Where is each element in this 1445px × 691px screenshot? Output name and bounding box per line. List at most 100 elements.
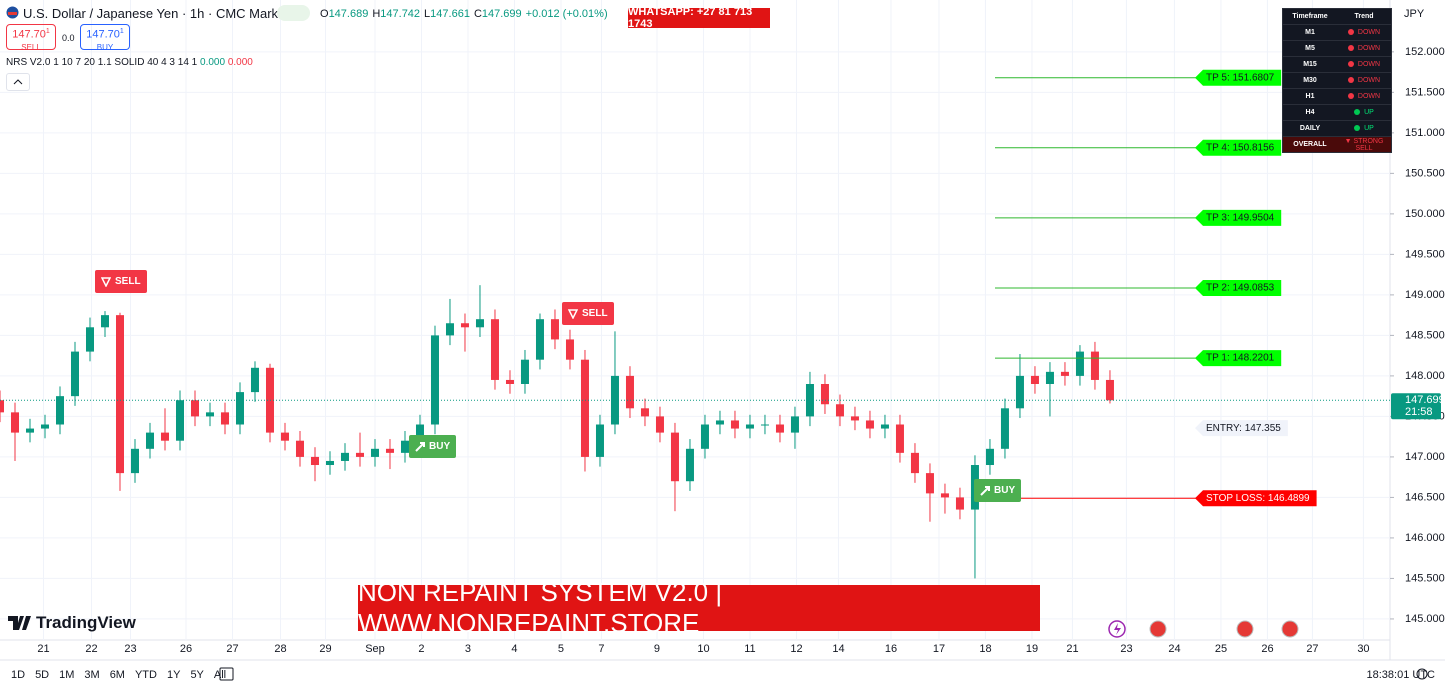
candle-body — [25, 428, 34, 433]
event-flag[interactable] — [1236, 620, 1254, 638]
trend-status-cell: UP — [1337, 109, 1391, 116]
last-price-label: 147.699 — [1405, 394, 1445, 406]
x-tick-label: 2 — [418, 643, 424, 655]
buy-button[interactable]: 147.701 BUY — [80, 24, 130, 52]
level-tag — [1195, 350, 1282, 367]
trend-status: DOWN — [1357, 77, 1381, 84]
range-button[interactable]: 3M — [84, 669, 100, 681]
x-tick-label: 10 — [697, 643, 709, 655]
trend-timeframe: H4 — [1305, 109, 1315, 116]
candle-body — [0, 400, 4, 413]
candle-body — [430, 335, 439, 425]
y-tick-label: 151.000 — [1405, 127, 1445, 139]
range-toolbar: 1D 5D 1M 3M 6M YTD 1Y 5Y All — [11, 669, 236, 681]
candle-body — [160, 432, 169, 441]
trend-timeframe: H1 — [1305, 93, 1315, 100]
trend-status-cell: DOWN — [1337, 77, 1391, 84]
trend-timeframe: M1 — [1305, 29, 1315, 36]
trend-dot — [1347, 77, 1354, 84]
currency[interactable]: JPY — [1404, 8, 1425, 20]
event-icon[interactable] — [1108, 620, 1126, 638]
signal-icon — [980, 485, 990, 496]
calendar-icon[interactable] — [219, 667, 234, 681]
chevron — [13, 79, 23, 85]
level-tag — [1195, 139, 1282, 156]
range-button[interactable]: All — [213, 669, 227, 681]
last-price-tag — [1391, 393, 1441, 420]
candle-body — [355, 452, 364, 457]
level-tag — [1195, 209, 1282, 226]
range-button[interactable]: 6M — [109, 669, 125, 681]
trend-table: Timeframe Trend M1 DOWN M5 DOWN M15 DOWN M30 DOWN… — [1282, 8, 1392, 153]
range-button[interactable]: YTD — [134, 669, 157, 681]
candle-body — [55, 396, 64, 425]
candle-body — [745, 424, 754, 429]
x-tick-label: 7 — [598, 643, 604, 655]
x-tick-label: 26 — [180, 643, 192, 655]
buy-price: 147.70 — [86, 28, 120, 41]
indicator-value: 0.000 — [200, 57, 226, 68]
ohlc: O147.689 H147.742 L147.661 C147.699 +0.012 (… — [320, 8, 608, 20]
trend-row: M30 DOWN — [1283, 72, 1391, 88]
candle-body — [985, 448, 994, 466]
level-label: TP 4: 150.8156 — [1206, 142, 1275, 153]
candle-body — [910, 452, 919, 474]
candle-body — [40, 424, 49, 429]
overall-label: OVERALL — [1293, 141, 1327, 148]
event-flag[interactable] — [1281, 620, 1299, 638]
y-tick-label: 147.000 — [1405, 451, 1445, 463]
signal-label: BUY — [994, 485, 1016, 496]
trend-row: H1 DOWN — [1283, 88, 1391, 104]
y-tick-label: 150.000 — [1405, 208, 1445, 220]
trend-status-cell: DOWN — [1337, 93, 1391, 100]
signal-label: SELL — [582, 308, 608, 319]
trend-row: M15 DOWN — [1283, 56, 1391, 72]
range-button[interactable]: 5Y — [190, 669, 204, 681]
level-tag — [1195, 420, 1288, 437]
x-tick-label: 27 — [226, 643, 238, 655]
trend-overall: OVERALL ▼ STRONG SELL — [1283, 136, 1391, 152]
x-tick-label: 19 — [1026, 643, 1038, 655]
candle-body — [445, 323, 454, 336]
indicator-value: 0.000 — [227, 57, 253, 68]
range-button[interactable]: 1M — [59, 669, 75, 681]
sell-button[interactable]: 147.701 SELL — [6, 24, 56, 52]
x-tick-label: 5 — [558, 643, 564, 655]
y-tick-label: 151.500 — [1405, 86, 1445, 98]
candle-body — [805, 384, 814, 417]
candle-body — [730, 420, 739, 429]
candle-body — [655, 416, 664, 433]
collapse-button[interactable] — [6, 73, 30, 91]
trend-dot — [1347, 29, 1354, 36]
range-button[interactable]: 5D — [35, 669, 50, 681]
event-flag[interactable] — [1149, 620, 1167, 638]
ohlc-change: +0.012 (+0.01%) — [525, 8, 608, 20]
settings-icon[interactable] — [1416, 668, 1428, 680]
trend-dot — [1347, 93, 1354, 100]
y-tick-label: 146.000 — [1405, 532, 1445, 544]
x-tick-label: 27 — [1306, 643, 1318, 655]
candle-body — [835, 404, 844, 417]
market-status[interactable] — [277, 5, 310, 21]
trend-status: DOWN — [1357, 93, 1381, 100]
trend-status: UP — [1364, 125, 1374, 132]
candle-body — [370, 448, 379, 457]
x-tick-label: 26 — [1261, 643, 1273, 655]
event-icon-bolt — [1114, 623, 1121, 635]
trend-status: DOWN — [1357, 29, 1381, 36]
range-button[interactable]: 1D — [11, 669, 26, 681]
plot: TP 5: 151.6807 TP 4: 150.8156 TP 3: 149.95… — [0, 0, 1390, 640]
candle-body — [955, 497, 964, 510]
candle-body — [1105, 379, 1114, 401]
candle-body — [715, 420, 724, 425]
candle-body — [175, 400, 184, 441]
candle-body — [250, 367, 259, 393]
ohlc-key: L — [424, 8, 431, 20]
ohlc-value: 147.661 — [430, 8, 470, 20]
candle-body — [595, 424, 604, 457]
x-tick-label: 21 — [1066, 643, 1078, 655]
x-tick-label: 16 — [885, 643, 897, 655]
signal-icon — [415, 441, 425, 452]
range-button[interactable]: 1Y — [166, 669, 181, 681]
